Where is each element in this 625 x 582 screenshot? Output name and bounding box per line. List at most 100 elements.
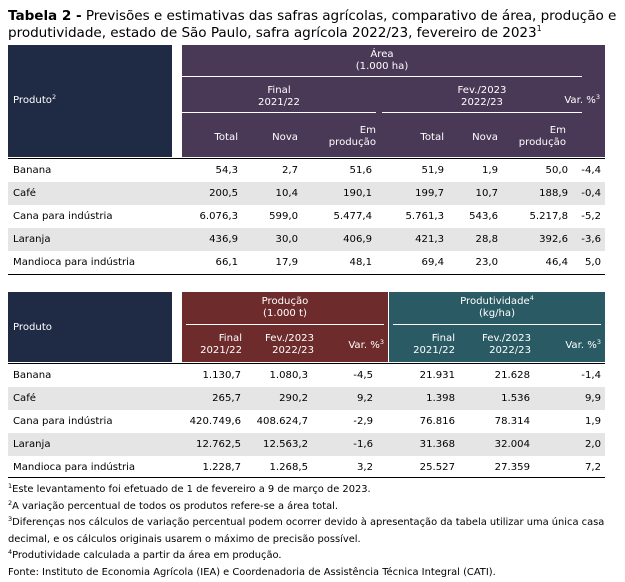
sub-nova-fev: Nova — [472, 132, 498, 143]
row-value: 28,8 — [475, 234, 498, 245]
row-value: 32.004 — [494, 439, 530, 450]
table-row: Mandioca para indústria 1.228,7 1.268,5 3,2… — [8, 456, 605, 479]
area-table: Produto2 Área (1.000 ha) Final 2021/22 F… — [8, 45, 605, 275]
prdv-var-footnote-mark: 3 — [596, 338, 601, 346]
prdv-fev-l2: 2022/23 — [489, 345, 531, 356]
produtividade-footnote-mark: 4 — [529, 294, 534, 302]
row-produto: Banana — [13, 165, 52, 176]
row-value: 6.076,3 — [199, 211, 238, 222]
sub-em-final-l2: produção — [328, 137, 376, 148]
table-row: Cana para indústria 420.749,6 408.624,7 -2,… — [8, 410, 605, 433]
produto-footnote-mark: 2 — [51, 93, 57, 101]
sub-em-fev: Em produção — [506, 125, 566, 149]
row-value: 78.314 — [494, 416, 530, 427]
row-value: -1,4 — [581, 370, 601, 381]
row-value: 2,0 — [584, 439, 601, 450]
row-value: 408.624,7 — [256, 416, 308, 427]
row-value: 5,0 — [584, 257, 601, 268]
row-value: 46,4 — [545, 257, 568, 268]
area-group-unit: (1.000 ha) — [355, 61, 409, 72]
row-value: 1.080,3 — [269, 370, 308, 381]
row-produto: Café — [13, 393, 36, 404]
produto-header-2-label: Produto — [13, 322, 52, 333]
row-value: 436,9 — [209, 234, 238, 245]
row-value: -5,2 — [581, 211, 601, 222]
row-produto: Laranja — [13, 439, 51, 450]
produto-header-2: Produto — [8, 292, 172, 362]
producao-title: Produção — [261, 296, 309, 307]
sub-em-fev-l2: produção — [518, 137, 566, 148]
row-value: -2,9 — [353, 416, 373, 427]
prdv-var-header: Var. % — [565, 340, 597, 351]
row-value: 48,1 — [349, 257, 372, 268]
prdv-fev-l1: Fev./2023 — [482, 333, 531, 344]
row-value: 1,9 — [584, 416, 601, 427]
row-value: 23,0 — [475, 257, 498, 268]
row-value: 12.563,2 — [263, 439, 308, 450]
row-value: 51,9 — [421, 165, 444, 176]
row-value: 1.536 — [501, 393, 530, 404]
footnote-4-text: Produtividade calculada a partir da área… — [12, 550, 282, 561]
row-value: 9,9 — [584, 393, 601, 404]
prdv-fev-header: Fev./2023 2022/23 — [465, 333, 531, 357]
row-value: 69,4 — [421, 257, 444, 268]
prod-fev-l1: Fev./2023 — [265, 333, 314, 344]
source-note: Fonte: Instituto de Economia Agrícola (I… — [8, 566, 496, 578]
row-value: 50,0 — [545, 165, 568, 176]
row-value: 2,7 — [281, 165, 298, 176]
footnote-3-mark: 3 — [8, 515, 13, 523]
area-group-header: Área (1.000 ha) Final 2021/22 Fev./2023 … — [182, 45, 605, 157]
footnotes: 1Este levantamento foi efetuado de 1 de … — [8, 482, 613, 581]
footnote-2-mark: 2 — [8, 498, 13, 507]
table-number: Tabela 2 - — [8, 8, 82, 24]
table-title-text: Previsões e estimativas das safras agríc… — [8, 8, 617, 41]
produto-header: Produto2 — [8, 45, 172, 157]
row-value: 21.628 — [494, 370, 530, 381]
produto-header-label: Produto — [13, 95, 52, 106]
prdv-final-l1: Final — [431, 333, 455, 344]
produtividade-unit: (kg/ha) — [478, 308, 516, 319]
row-value: 1.130,7 — [202, 370, 241, 381]
row-value: 31.368 — [419, 439, 455, 450]
row-value: 10,4 — [275, 188, 298, 199]
title-footnote-mark: 1 — [536, 24, 542, 33]
prod-final-l2: 2021/22 — [200, 345, 242, 356]
row-value: 76.816 — [419, 416, 455, 427]
row-produto: Café — [13, 188, 36, 199]
row-value: 54,3 — [215, 165, 238, 176]
table-row: Laranja 436,9 30,0 406,9 421,3 28,8 392,6 -3,6 — [8, 228, 605, 251]
row-value: 420.749,6 — [189, 416, 241, 427]
row-value: 51,6 — [349, 165, 372, 176]
prod-final-l1: Final — [218, 333, 242, 344]
row-value: 10,7 — [475, 188, 498, 199]
footnote-2: 2A variação percentual de todos os produ… — [8, 499, 613, 516]
produtividade-group-header: Produtividade4 (kg/ha) Final 2021/22 Fev… — [389, 292, 605, 362]
row-value: -0,4 — [581, 188, 601, 199]
sub-total-fev: Total — [420, 132, 444, 143]
producao-unit: (1.000 t) — [263, 308, 307, 319]
row-value: -4,5 — [353, 370, 373, 381]
sub-nova-final: Nova — [272, 132, 298, 143]
fev-header-l2: 2022/23 — [461, 97, 503, 108]
table-row: Banana 54,3 2,7 51,6 51,9 1,9 50,0 -4,4 — [8, 159, 605, 182]
row-produto: Laranja — [13, 234, 51, 245]
row-value: 9,2 — [356, 393, 373, 404]
row-value: 21.931 — [419, 370, 455, 381]
footnote-1-text: Este levantamento foi efetuado de 1 de f… — [12, 484, 371, 495]
area-group-title: Área — [370, 49, 394, 60]
row-value: 1,9 — [481, 165, 498, 176]
row-value: 1.228,7 — [202, 462, 241, 473]
footnote-1-mark: 1 — [8, 482, 13, 490]
prdv-final-header: Final 2021/22 — [389, 333, 455, 357]
row-produto: Cana para indústria — [13, 416, 113, 427]
footnote-1: 1Este levantamento foi efetuado de 1 de … — [8, 482, 613, 499]
row-value: -3,6 — [581, 234, 601, 245]
row-produto: Banana — [13, 370, 52, 381]
footnote-2-text: A variação percentual de todos os produt… — [12, 500, 339, 512]
footnote-3-text: Diferenças nos cálculos de variação perc… — [8, 517, 605, 545]
producao-group-header: Produção (1.000 t) Final 2021/22 Fev./20… — [182, 292, 388, 362]
prdv-final-l2: 2021/22 — [413, 345, 455, 356]
var-header: Var. % — [564, 95, 596, 106]
final-header-l2: 2021/22 — [258, 97, 300, 108]
table-row: Laranja 12.762,5 12.563,2 -1,6 31.368 32.004 2… — [8, 433, 605, 456]
